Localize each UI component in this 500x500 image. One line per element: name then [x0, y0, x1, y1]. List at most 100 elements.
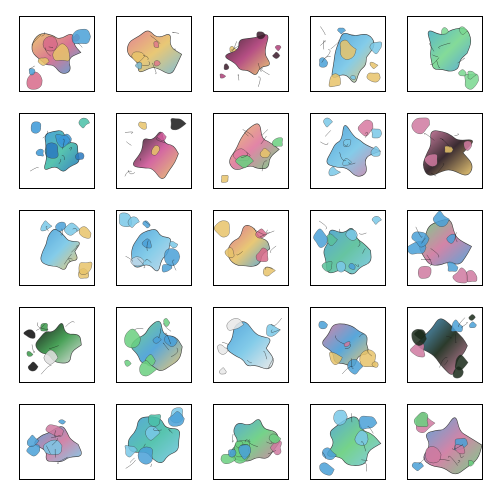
sample-thumbnail — [407, 307, 483, 383]
blob-fragment — [43, 349, 59, 365]
sketch-stroke — [61, 155, 65, 161]
blob-fragment — [417, 266, 432, 279]
sketch-stroke — [31, 34, 42, 46]
blob-fragment — [130, 256, 145, 267]
sketch-stroke — [260, 135, 267, 145]
sketch-stroke — [455, 334, 457, 344]
blob-fragment — [169, 241, 179, 249]
blob-fragment — [235, 155, 254, 169]
sample-thumbnail — [310, 113, 386, 189]
blob-fragment — [452, 267, 468, 284]
abstract-blob-image — [119, 212, 181, 273]
blob-fragment — [164, 335, 178, 347]
sketch-stroke — [257, 76, 261, 87]
sample-thumbnail — [19, 113, 95, 189]
blob-fragment — [224, 247, 235, 258]
abstract-blob-image — [40, 220, 93, 279]
blob-fragment — [142, 220, 151, 229]
blob-shape — [427, 27, 472, 72]
blob-fragment — [137, 446, 153, 465]
blob-fragment — [425, 446, 442, 464]
blob-fragment — [328, 166, 342, 177]
abstract-blob-image — [221, 123, 283, 183]
sketch-stroke — [37, 322, 49, 330]
sketch-stroke — [124, 170, 132, 177]
abstract-blob-image — [29, 117, 90, 172]
blob-fragment — [354, 430, 369, 446]
blob-fragment — [164, 248, 181, 267]
abstract-blob-image — [217, 317, 282, 375]
sketch-stroke — [263, 350, 268, 360]
sketch-stroke — [430, 248, 440, 258]
blob-fragment — [124, 359, 132, 367]
blob-fragment — [454, 354, 469, 371]
sketch-stroke — [134, 328, 144, 331]
blob-fragment — [40, 220, 53, 232]
sketch-stroke — [243, 131, 249, 137]
sketch-stroke — [68, 147, 72, 151]
blob-fragment — [152, 336, 162, 344]
blob-shape — [326, 125, 382, 177]
sample-thumbnail — [213, 404, 289, 480]
blob-fragment — [319, 57, 328, 68]
blob-fragment — [339, 39, 357, 60]
sketch-stroke — [431, 172, 437, 177]
sample-thumbnail — [116, 404, 192, 480]
sample-thumbnail — [213, 210, 289, 286]
abstract-blob-image — [408, 211, 478, 284]
blob-fragment — [153, 60, 161, 67]
blob-fragment — [221, 175, 229, 183]
sketch-stroke — [137, 258, 146, 269]
blob-fragment — [170, 118, 187, 131]
sketch-stroke — [320, 26, 326, 36]
sketch-stroke — [150, 35, 161, 44]
sketch-stroke — [330, 40, 340, 50]
sketch-stroke — [48, 345, 59, 349]
sketch-stroke — [48, 46, 54, 49]
sketch-stroke — [150, 463, 152, 467]
blob-fragment — [45, 424, 64, 437]
blob-fragment — [156, 131, 167, 142]
blob-fragment — [469, 321, 477, 328]
sketch-stroke — [321, 55, 331, 63]
sketch-stroke — [248, 439, 258, 447]
sketch-stroke — [172, 259, 177, 271]
sketch-stroke — [237, 74, 240, 81]
sketch-stroke — [318, 220, 327, 230]
abstract-blob-image — [411, 117, 473, 177]
abstract-blob-image — [411, 411, 482, 475]
sketch-stroke — [436, 60, 441, 69]
abstract-blob-image — [320, 117, 382, 177]
blob-fragment — [468, 460, 475, 467]
sketch-stroke — [418, 457, 425, 465]
sample-thumbnail — [407, 113, 483, 189]
blob-fragment — [55, 134, 71, 148]
blob-fragment — [52, 43, 70, 62]
blob-fragment — [43, 439, 63, 455]
blob-fragment — [272, 51, 281, 59]
blob-fragment — [336, 261, 346, 273]
sketch-stroke — [324, 130, 331, 137]
blob-fragment — [371, 361, 379, 368]
blob-shape — [225, 34, 270, 75]
blob-fragment — [223, 63, 230, 70]
blob-fragment — [371, 128, 382, 139]
sketch-stroke — [231, 41, 237, 52]
blob-fragment — [411, 462, 424, 471]
sketch-stroke — [46, 445, 51, 454]
abstract-blob-image — [313, 216, 382, 275]
sketch-stroke — [260, 68, 270, 76]
blob-shape — [131, 320, 183, 371]
blob-fragment — [468, 314, 476, 321]
blob-fragment — [42, 36, 58, 52]
sketch-stroke — [158, 328, 161, 339]
sketch-stroke — [241, 152, 248, 158]
blob-fragment — [350, 75, 356, 80]
sketch-stroke — [339, 152, 347, 161]
sketch-stroke — [435, 163, 445, 175]
blob-fragment — [411, 117, 430, 135]
sketch-stroke — [60, 228, 63, 236]
abstract-blob-image — [319, 409, 382, 476]
blob-fragment — [27, 434, 40, 447]
blob-fragment — [424, 153, 438, 167]
